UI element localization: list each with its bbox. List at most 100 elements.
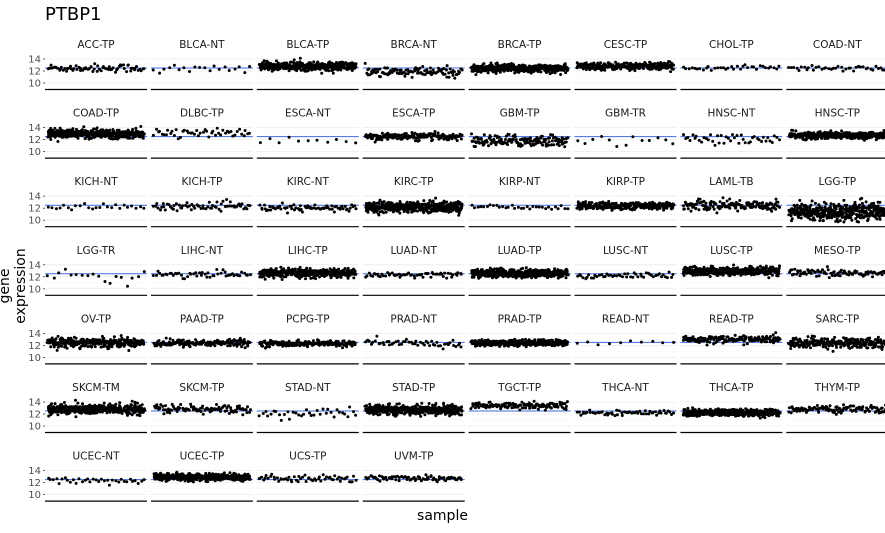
data-point	[242, 134, 246, 138]
data-point	[840, 65, 844, 69]
data-point	[497, 135, 501, 139]
data-point	[190, 131, 194, 135]
data-point	[706, 65, 710, 68]
data-point	[431, 68, 435, 72]
data-point	[240, 132, 244, 136]
data-point	[301, 62, 305, 66]
data-point	[809, 203, 813, 207]
data-point	[126, 205, 129, 209]
facet-panel: BLCA-NT	[150, 39, 253, 91]
data-point	[421, 65, 425, 68]
data-point	[223, 65, 227, 69]
data-point	[775, 135, 779, 139]
data-point	[761, 135, 765, 139]
data-point	[125, 70, 129, 74]
data-point	[787, 66, 791, 69]
y-tick-label: 10	[28, 216, 41, 227]
data-point	[177, 203, 181, 207]
facet-panel: CESC-TP	[574, 39, 677, 91]
data-point	[857, 206, 861, 210]
data-point	[798, 198, 802, 202]
data-point	[377, 138, 381, 141]
data-point	[795, 66, 799, 70]
data-point	[840, 129, 844, 133]
facet-panel: LIHC-TP	[256, 245, 359, 296]
data-point	[813, 201, 817, 205]
data-point	[700, 140, 704, 144]
data-point	[759, 204, 763, 208]
data-point	[371, 136, 375, 140]
data-point	[263, 203, 266, 207]
data-point	[130, 276, 134, 280]
data-point	[526, 141, 530, 144]
data-point	[280, 278, 284, 281]
data-point	[482, 142, 486, 146]
data-point	[219, 209, 223, 213]
data-point	[421, 275, 425, 279]
data-point	[203, 66, 207, 70]
data-point	[472, 63, 476, 67]
data-point	[177, 271, 181, 275]
data-point	[57, 271, 61, 275]
data-point	[233, 67, 237, 71]
data-point	[384, 210, 388, 214]
data-point	[46, 135, 50, 139]
data-point	[186, 131, 190, 135]
data-point	[845, 203, 849, 207]
facet-label: COAD-NT	[813, 39, 862, 51]
data-point	[516, 205, 520, 209]
data-point	[195, 274, 199, 278]
data-point	[741, 64, 745, 68]
facet-label: LIHC-NT	[181, 245, 224, 257]
data-point	[446, 271, 450, 275]
data-point	[591, 137, 595, 141]
data-point	[203, 272, 207, 276]
data-point	[183, 277, 186, 281]
data-point	[548, 136, 551, 140]
data-point	[669, 70, 673, 74]
data-point	[552, 143, 556, 147]
data-point	[664, 138, 668, 142]
data-point	[172, 134, 176, 137]
data-point	[686, 136, 690, 139]
data-point	[550, 207, 554, 211]
data-point	[510, 203, 514, 207]
data-point	[376, 70, 380, 74]
data-point	[576, 139, 580, 143]
data-point	[141, 131, 145, 135]
data-point	[320, 71, 324, 75]
facet-panel: HNSC-NT	[680, 108, 783, 159]
data-point	[599, 61, 603, 65]
data-point	[544, 137, 548, 141]
data-point	[690, 66, 694, 70]
data-point	[817, 65, 821, 69]
data-point	[858, 203, 862, 207]
data-point	[182, 128, 186, 132]
data-point	[155, 202, 159, 206]
data-point	[647, 139, 651, 142]
data-point	[413, 131, 417, 135]
data-point	[179, 135, 182, 139]
data-point	[768, 139, 772, 143]
facet-label: BLCA-NT	[179, 39, 225, 51]
data-point	[293, 267, 297, 271]
data-point	[386, 66, 389, 70]
facet-label: LGG-TR	[77, 245, 116, 257]
data-point	[92, 67, 96, 71]
data-point	[811, 68, 815, 72]
y-tick-label: 12	[28, 67, 41, 78]
data-point	[556, 207, 560, 211]
data-point	[818, 219, 822, 223]
data-point	[731, 133, 734, 137]
data-point	[751, 205, 755, 208]
data-point	[472, 275, 476, 279]
data-point	[245, 273, 249, 277]
data-point	[58, 206, 62, 210]
data-point	[445, 276, 449, 280]
data-point	[50, 206, 54, 210]
data-point	[828, 205, 832, 209]
facet-label: COAD-TP	[73, 108, 119, 120]
data-point	[195, 129, 199, 132]
data-point	[792, 66, 796, 69]
